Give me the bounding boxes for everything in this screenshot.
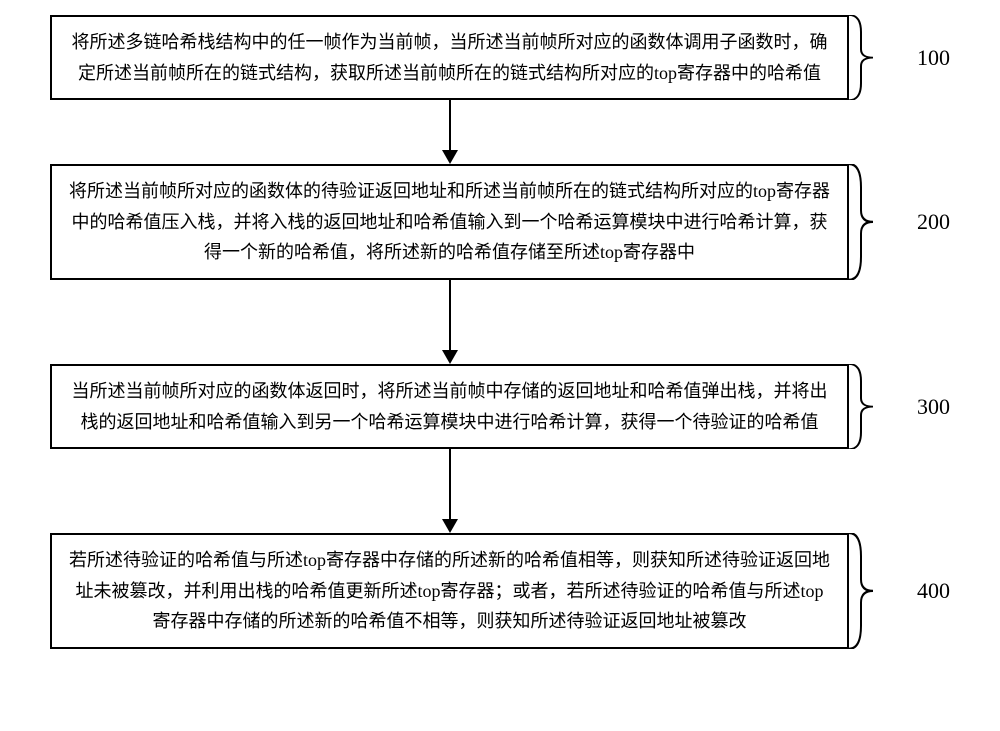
step-row: 当所述当前帧所对应的函数体返回时，将所述当前帧中存储的返回地址和哈希值弹出栈，并…	[50, 364, 950, 449]
step-box: 当所述当前帧所对应的函数体返回时，将所述当前帧中存储的返回地址和哈希值弹出栈，并…	[50, 364, 849, 449]
step-label: 100	[917, 45, 950, 71]
step-row: 将所述多链哈希栈结构中的任一帧作为当前帧，当所述当前帧所对应的函数体调用子函数时…	[50, 15, 950, 100]
brace-connector	[849, 533, 899, 649]
step-label: 400	[917, 578, 950, 604]
step-box: 若所述待验证的哈希值与所述top寄存器中存储的所述新的哈希值相等，则获知所述待验…	[50, 533, 849, 649]
step-box: 将所述当前帧所对应的函数体的待验证返回地址和所述当前帧所在的链式结构所对应的to…	[50, 164, 849, 280]
brace-connector	[849, 15, 899, 100]
step-box: 将所述多链哈希栈结构中的任一帧作为当前帧，当所述当前帧所对应的函数体调用子函数时…	[50, 15, 849, 100]
flowchart-container: 将所述多链哈希栈结构中的任一帧作为当前帧，当所述当前帧所对应的函数体调用子函数时…	[50, 15, 950, 649]
step-row: 将所述当前帧所对应的函数体的待验证返回地址和所述当前帧所在的链式结构所对应的to…	[50, 164, 950, 280]
brace-connector	[849, 164, 899, 280]
brace-connector	[849, 364, 899, 449]
step-row: 若所述待验证的哈希值与所述top寄存器中存储的所述新的哈希值相等，则获知所述待验…	[50, 533, 950, 649]
step-label: 200	[917, 209, 950, 235]
step-label: 300	[917, 394, 950, 420]
